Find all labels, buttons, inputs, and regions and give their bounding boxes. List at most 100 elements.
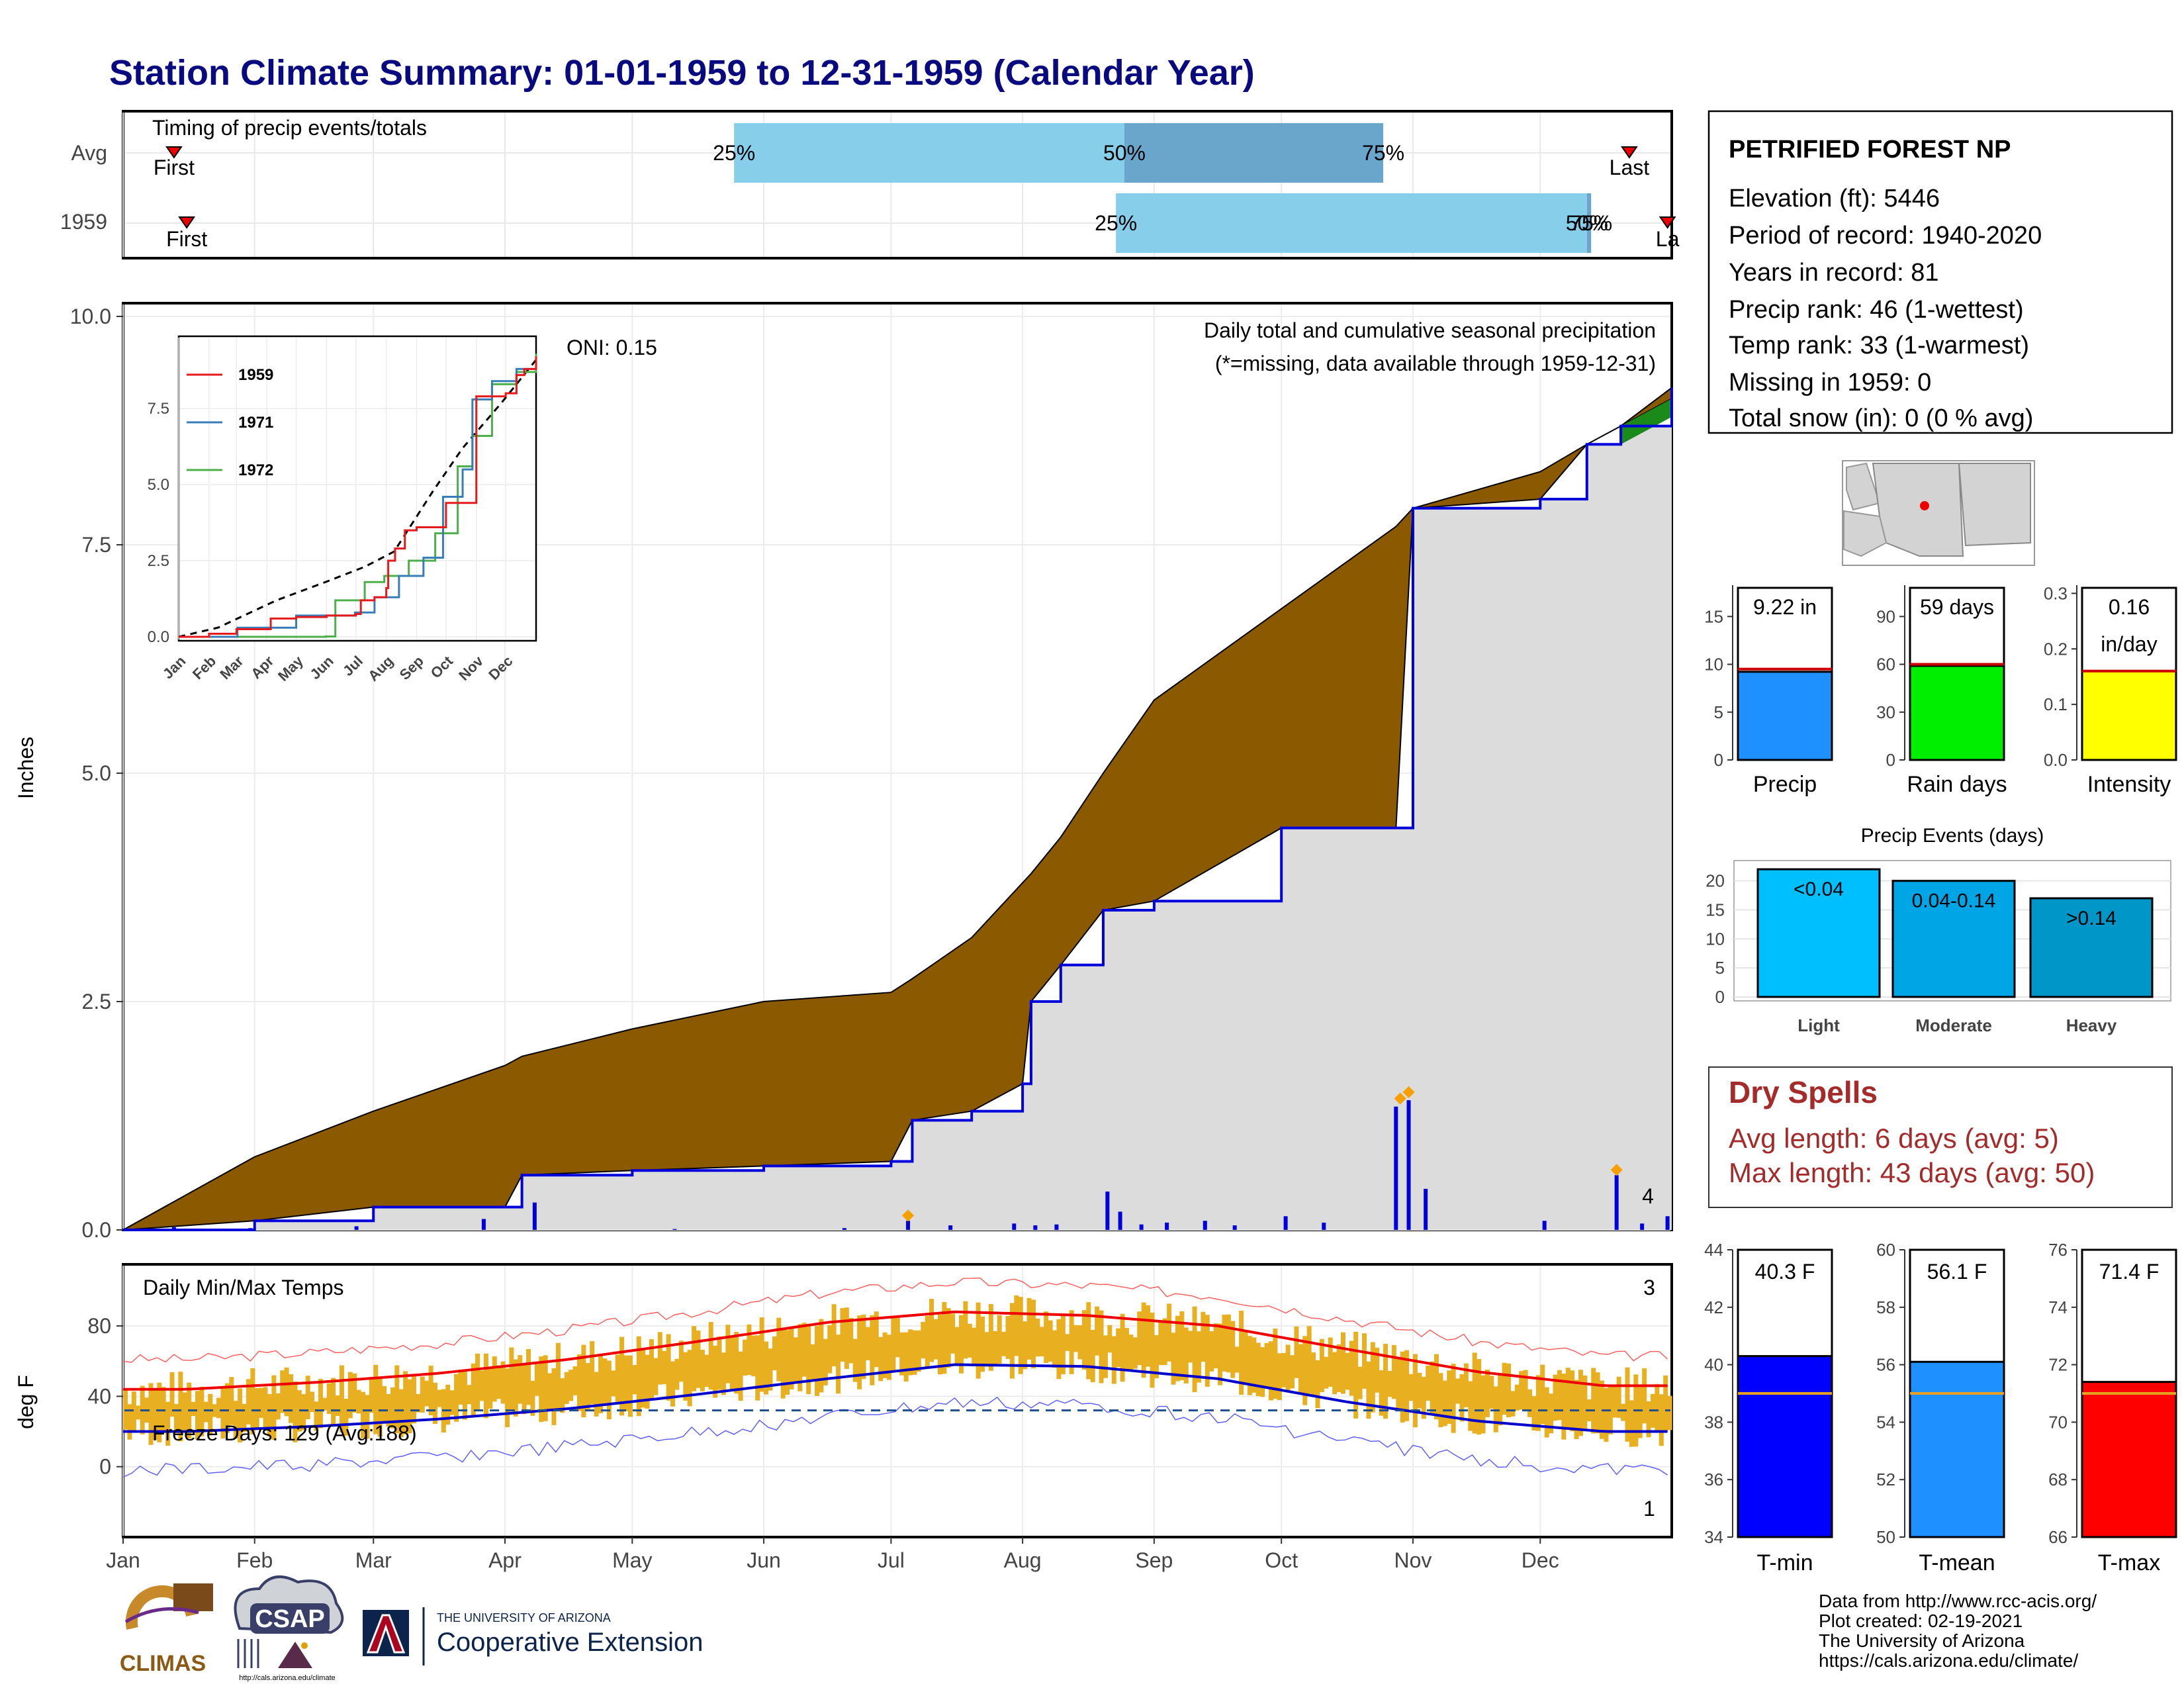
events-bar: [2029, 897, 2154, 998]
daily-temp-bar: [1222, 1315, 1227, 1372]
daily-precip-bar: [1665, 1216, 1670, 1230]
daily-precip-bar: [532, 1202, 537, 1230]
daily-temp-bar: [1077, 1325, 1083, 1360]
tmin-average-line: [123, 1363, 1668, 1433]
daily-temp-bar: [1167, 1303, 1172, 1362]
daily-temp-bar: [1621, 1403, 1626, 1421]
daily-temp-bar: [449, 1390, 455, 1415]
daily-temp-bar: [1018, 1297, 1023, 1374]
daily-precip-bar: [948, 1225, 953, 1230]
daily-temp-bar: [1477, 1359, 1482, 1435]
mini-bar-rain-days: 0 30 60 90 59 days Rain days: [1876, 585, 2007, 797]
daily-temp-bar: [1081, 1310, 1087, 1370]
daily-temp-bar: [500, 1361, 506, 1404]
daily-temp-bar: [284, 1367, 289, 1417]
daily-temp-bar: [560, 1378, 565, 1413]
daily-temp-bar: [1183, 1327, 1189, 1383]
daily-temp-bar: [619, 1336, 625, 1416]
daily-temp-bar: [848, 1317, 854, 1364]
daily-precip-bar: [354, 1226, 359, 1230]
daily-temp-bar: [1659, 1394, 1664, 1446]
daily-temp-bar: [768, 1348, 773, 1391]
daily-precip-bar: [1105, 1192, 1110, 1230]
daily-temp-bar: [1009, 1303, 1015, 1379]
daily-temp-bar: [946, 1308, 951, 1368]
daily-temp-bar: [1179, 1311, 1185, 1380]
daily-temp-bar: [539, 1356, 544, 1423]
daily-temp-bar: [1540, 1364, 1545, 1425]
daily-temp-bar: [1396, 1358, 1401, 1408]
month-label: Nov: [1394, 1548, 1432, 1572]
month-label: Mar: [355, 1548, 392, 1572]
daily-temp-bar: [496, 1365, 502, 1399]
dry-spells-box: Dry Spells Avg length: 6 days (avg: 5) M…: [1708, 1066, 2173, 1208]
precip-marker: [1610, 1164, 1623, 1176]
daily-temp-bar: [1281, 1353, 1287, 1387]
daily-temp-bar: [504, 1368, 510, 1427]
daily-temp-bar: [572, 1366, 578, 1395]
year-first-marker: [178, 216, 196, 229]
daily-temp-bar: [1336, 1344, 1342, 1392]
daily-temp-bar: [1433, 1354, 1439, 1420]
precip-events-chart: Precip Events (days) 0 5 10 15 20 <0.04 Light 0…: [1706, 825, 2171, 1035]
station-line-4: Precip rank: 46 (1-wettest): [1729, 296, 2024, 324]
daily-temp-bar: [169, 1372, 175, 1417]
daily-temp-bar: [1498, 1374, 1503, 1426]
daily-temp-bar: [734, 1332, 739, 1394]
daily-temp-bar: [772, 1336, 777, 1370]
daily-temp-bar: [343, 1399, 349, 1436]
daily-temp-bar: [238, 1388, 243, 1443]
daily-temp-bar: [801, 1323, 807, 1377]
mini-bar-value: 9.22 in: [1753, 595, 1817, 619]
daily-temp-bar: [641, 1348, 646, 1408]
daily-temp-bar: [1095, 1306, 1100, 1356]
daily-temp-bar: [967, 1323, 972, 1358]
month-label: Jul: [878, 1548, 905, 1572]
daily-temp-bar: [1044, 1311, 1049, 1363]
dry-spells-max: Max length: 43 days (avg: 50): [1729, 1157, 2095, 1188]
daily-temp-bar: [598, 1356, 604, 1413]
mini-bar-label: Intensity: [2087, 772, 2171, 797]
daily-temp-bar: [1349, 1340, 1354, 1396]
daily-temp-bar: [1604, 1387, 1609, 1442]
daily-temp-bar: [1328, 1337, 1333, 1387]
daily-temp-bar: [1595, 1372, 1600, 1434]
daily-temp-bar: [1408, 1374, 1414, 1401]
daily-temp-bar: [980, 1316, 985, 1372]
temp-bar-tick: 42: [1704, 1297, 1723, 1317]
freeze-days: Freeze Days: 129 (Avg:188): [152, 1421, 417, 1445]
daily-temp-bar: [1175, 1315, 1180, 1382]
daily-precip-bar: [1640, 1223, 1645, 1230]
events-bar-label: <0.04: [1794, 878, 1844, 900]
inset-ytick: 2.5: [148, 552, 169, 570]
inset-line-1971: [179, 363, 537, 638]
daily-temp-bar: [1188, 1331, 1193, 1363]
daily-temp-bar: [636, 1336, 641, 1417]
daily-temp-bar: [1459, 1374, 1465, 1422]
cumulative-base-area: [123, 387, 1672, 1230]
daily-temp-bar: [692, 1326, 697, 1391]
temp-bar-fill: [1737, 1355, 1833, 1538]
daily-temp-bar: [1506, 1363, 1511, 1418]
year-timing-bar-early: [1116, 193, 1587, 253]
events-bar: [1756, 868, 1881, 998]
daily-temp-bar: [564, 1372, 569, 1404]
daily-temp-bar: [1001, 1331, 1007, 1356]
temp-bar-value: 56.1 F: [1927, 1260, 1987, 1284]
daily-temp-bar: [1141, 1302, 1146, 1378]
daily-temp-bar: [551, 1368, 557, 1425]
daily-temp-bar: [1290, 1355, 1295, 1389]
daily-temp-bar: [326, 1383, 332, 1414]
tmax-average-line: [123, 1310, 1668, 1391]
daily-temp-bar: [305, 1376, 310, 1419]
daily-temp-bar: [1030, 1299, 1036, 1369]
precip-ytick: 2.5: [82, 990, 111, 1013]
daily-temp-bar: [1285, 1344, 1291, 1391]
daily-temp-bar: [1146, 1305, 1151, 1367]
daily-temp-bar: [721, 1352, 726, 1395]
daily-temp-bar: [870, 1315, 875, 1385]
daily-temp-bar: [403, 1371, 408, 1434]
daily-temp-bar: [1616, 1376, 1621, 1418]
month-label: Feb: [236, 1548, 273, 1572]
daily-temp-bar: [627, 1355, 633, 1417]
